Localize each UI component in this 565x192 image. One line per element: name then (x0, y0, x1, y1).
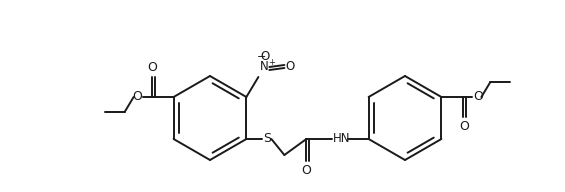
Text: N: N (260, 60, 269, 73)
Text: +: + (268, 58, 275, 67)
Text: S: S (263, 132, 271, 146)
Text: O: O (260, 50, 270, 64)
Text: O: O (147, 61, 158, 74)
Text: −: − (257, 52, 266, 62)
Text: O: O (302, 164, 311, 177)
Text: O: O (459, 120, 470, 133)
Text: HN: HN (333, 132, 351, 146)
Text: O: O (473, 90, 483, 103)
Text: O: O (285, 60, 294, 74)
Text: O: O (132, 90, 142, 103)
